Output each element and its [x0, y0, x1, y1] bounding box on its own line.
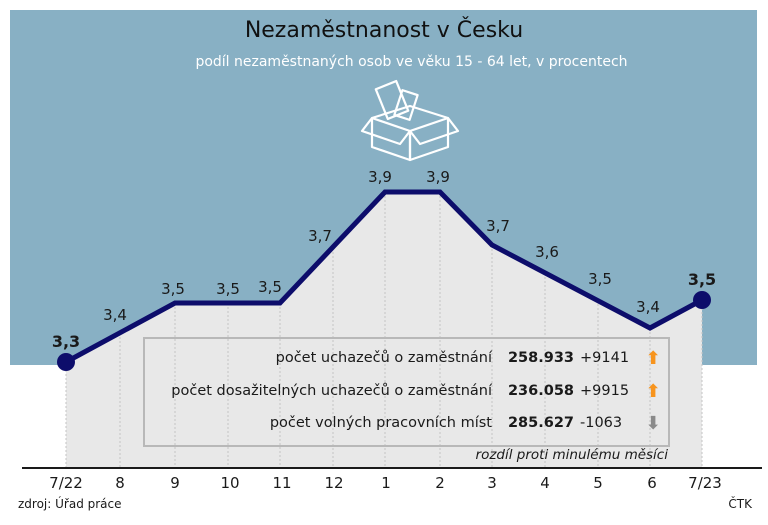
value-label: 3,5 — [161, 280, 185, 298]
value-label: 3,4 — [636, 298, 660, 316]
value-label: 3,7 — [486, 217, 510, 235]
stats-row: počet volných pracovních míst 285.627 -1… — [270, 411, 668, 435]
value-label: 3,5 — [588, 270, 612, 288]
x-tick: 11 — [272, 474, 292, 492]
stats-row: počet uchazečů o zaměstnání 258.933 +914… — [276, 346, 668, 370]
start-point-marker — [57, 353, 75, 371]
value-label: 3,5 — [258, 278, 282, 296]
stats-diff: +9915 — [580, 383, 630, 399]
stats-label: počet dosažitelných uchazečů o zaměstnán… — [171, 383, 492, 399]
x-tick: 4 — [540, 474, 550, 492]
area-fill — [66, 192, 702, 468]
value-label: 3,7 — [308, 227, 332, 245]
value-label: 3,3 — [51, 332, 81, 351]
x-tick: 5 — [593, 474, 603, 492]
x-tick: 3 — [487, 474, 497, 492]
value-label: 3,9 — [426, 168, 450, 186]
chart-title: Nezaměstnanost v Česku — [244, 18, 524, 43]
value-label: 3,4 — [103, 306, 127, 324]
x-tick: 6 — [647, 474, 657, 492]
x-tick: 12 — [324, 474, 344, 492]
x-tick: 7/22 — [49, 474, 83, 492]
x-tick: 9 — [170, 474, 180, 492]
stats-note: rozdíl proti minulému měsíci — [475, 447, 668, 463]
x-tick: 7/23 — [688, 474, 722, 492]
x-tick: 8 — [115, 474, 125, 492]
arrow-up-icon: ⬆ — [645, 380, 661, 402]
stats-diff: -1063 — [580, 415, 623, 431]
arrow-down-icon: ⬇ — [645, 412, 661, 434]
x-tick: 10 — [220, 474, 240, 492]
x-tick: 1 — [381, 474, 391, 492]
stats-value: 285.627 — [507, 415, 574, 431]
stats-row: počet dosažitelných uchazečů o zaměstnán… — [171, 379, 668, 403]
stats-label: počet uchazečů o zaměstnání — [275, 350, 492, 366]
source-credit: zdroj: Úřad práce — [18, 497, 122, 511]
data-line — [64, 189, 704, 365]
grid-lines — [65, 192, 703, 468]
box-icon — [360, 79, 460, 162]
stats-label: počet volných pracovních míst — [269, 415, 492, 431]
agency-credit: ČTK — [728, 497, 752, 511]
stats-diff: +9141 — [580, 350, 630, 366]
x-tick: 2 — [435, 474, 445, 492]
value-label: 3,9 — [368, 168, 392, 186]
value-label: 3,5 — [687, 270, 717, 289]
end-point-marker — [693, 291, 711, 309]
stats-box: počet uchazečů o zaměstnání 258.933 +914… — [143, 337, 670, 447]
stats-value: 236.058 — [507, 383, 574, 399]
stats-value: 258.933 — [507, 350, 574, 366]
chart-subtitle: podíl nezaměstnaných osob ve věku 15 - 6… — [195, 54, 628, 70]
arrow-up-icon: ⬆ — [645, 347, 661, 369]
value-label: 3,6 — [535, 243, 559, 261]
value-label: 3,5 — [216, 280, 240, 298]
